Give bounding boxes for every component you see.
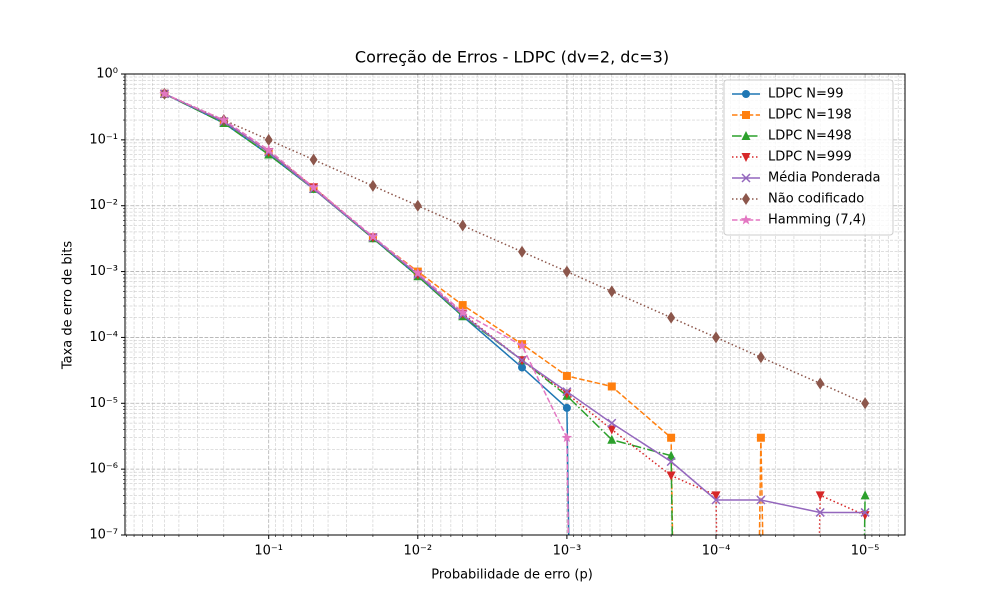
marker bbox=[666, 450, 676, 460]
marker bbox=[816, 377, 825, 390]
marker bbox=[458, 301, 467, 310]
legend-label: Hamming (7,4) bbox=[768, 213, 866, 228]
y-tick-label: 10⁻¹ bbox=[89, 132, 118, 147]
axes-frame bbox=[124, 73, 906, 536]
axes: 10⁻¹ 10⁻² 10⁻³ 10⁻⁴ 10⁻⁵ 10⁰ 10⁻¹ 10⁻² 10⁻³ 10⁻⁴ 1… bbox=[89, 67, 899, 559]
legend: LDPC N=99 LDPC N=198 LDPC N=498 LDPC N=999 M… bbox=[723, 79, 894, 236]
marker bbox=[607, 425, 617, 435]
marker bbox=[711, 495, 721, 505]
marker bbox=[861, 397, 870, 410]
marker bbox=[368, 179, 377, 192]
marker bbox=[607, 285, 616, 298]
marker bbox=[756, 351, 765, 364]
marker bbox=[518, 245, 527, 258]
y-tick-label: 10⁻⁶ bbox=[89, 462, 118, 477]
legend-label: LDPC N=498 bbox=[768, 129, 852, 144]
x-tick-label: 10⁻⁵ bbox=[851, 544, 880, 559]
marker bbox=[412, 267, 424, 278]
legend-label: Não codificado bbox=[768, 192, 864, 207]
marker bbox=[742, 111, 750, 119]
marker bbox=[159, 88, 170, 99]
marker bbox=[517, 355, 527, 365]
marker bbox=[741, 173, 751, 183]
x-tick-label: 10⁻² bbox=[403, 544, 432, 559]
marker bbox=[712, 331, 721, 344]
marker bbox=[667, 433, 676, 442]
marker bbox=[756, 433, 765, 442]
legend-label: Média Ponderada bbox=[768, 171, 881, 186]
legend-label: LDPC N=999 bbox=[768, 150, 852, 165]
marker bbox=[518, 363, 527, 372]
y-axis-label: Taxa de erro de bits bbox=[61, 241, 76, 371]
marker bbox=[516, 340, 528, 351]
marker bbox=[457, 306, 468, 317]
marker bbox=[309, 153, 318, 166]
x-axis-label: Probabilidade de erro (p) bbox=[431, 568, 593, 583]
marker bbox=[742, 90, 750, 98]
x-tick-label: 10⁻¹ bbox=[254, 544, 283, 559]
marker bbox=[562, 403, 571, 412]
marker bbox=[756, 495, 766, 505]
marker bbox=[815, 491, 825, 501]
marker bbox=[562, 265, 571, 278]
chart-title: Correção de Erros - LDPC (dv=2, dc=3) bbox=[355, 48, 669, 67]
marker bbox=[413, 199, 422, 212]
y-tick-label: 10⁻⁴ bbox=[89, 330, 118, 345]
legend-box bbox=[723, 79, 894, 236]
marker bbox=[667, 311, 676, 324]
y-tick-label: 10⁻⁵ bbox=[89, 396, 118, 411]
y-tick-label: 10⁻² bbox=[89, 198, 118, 213]
marker bbox=[740, 214, 752, 225]
marker bbox=[367, 231, 379, 242]
marker bbox=[742, 193, 750, 205]
legend-label: LDPC N=198 bbox=[768, 108, 852, 123]
marker bbox=[860, 511, 870, 521]
marker bbox=[741, 131, 751, 140]
marker bbox=[741, 153, 751, 162]
marker bbox=[562, 387, 572, 397]
marker bbox=[561, 432, 573, 443]
marker bbox=[263, 144, 274, 155]
marker bbox=[860, 490, 870, 500]
marker bbox=[308, 181, 319, 192]
y-tick-label: 10⁻³ bbox=[89, 264, 118, 279]
marker bbox=[607, 418, 617, 428]
marker bbox=[218, 114, 230, 125]
marker bbox=[815, 507, 825, 517]
marker bbox=[666, 471, 676, 481]
marker bbox=[607, 382, 616, 391]
y-tick-label: 10⁰ bbox=[96, 67, 118, 82]
marker bbox=[562, 371, 571, 380]
marker bbox=[458, 219, 467, 232]
x-tick-label: 10⁻³ bbox=[553, 544, 582, 559]
marker bbox=[562, 389, 572, 399]
marker bbox=[666, 457, 676, 467]
marker bbox=[264, 133, 273, 146]
plot-area bbox=[159, 87, 870, 535]
legend-label: LDPC N=99 bbox=[768, 87, 843, 102]
marker bbox=[607, 434, 617, 444]
x-tick-label: 10⁻⁴ bbox=[702, 544, 731, 559]
marker bbox=[860, 507, 870, 517]
y-tick-label: 10⁻⁷ bbox=[89, 528, 118, 543]
marker bbox=[711, 491, 721, 501]
